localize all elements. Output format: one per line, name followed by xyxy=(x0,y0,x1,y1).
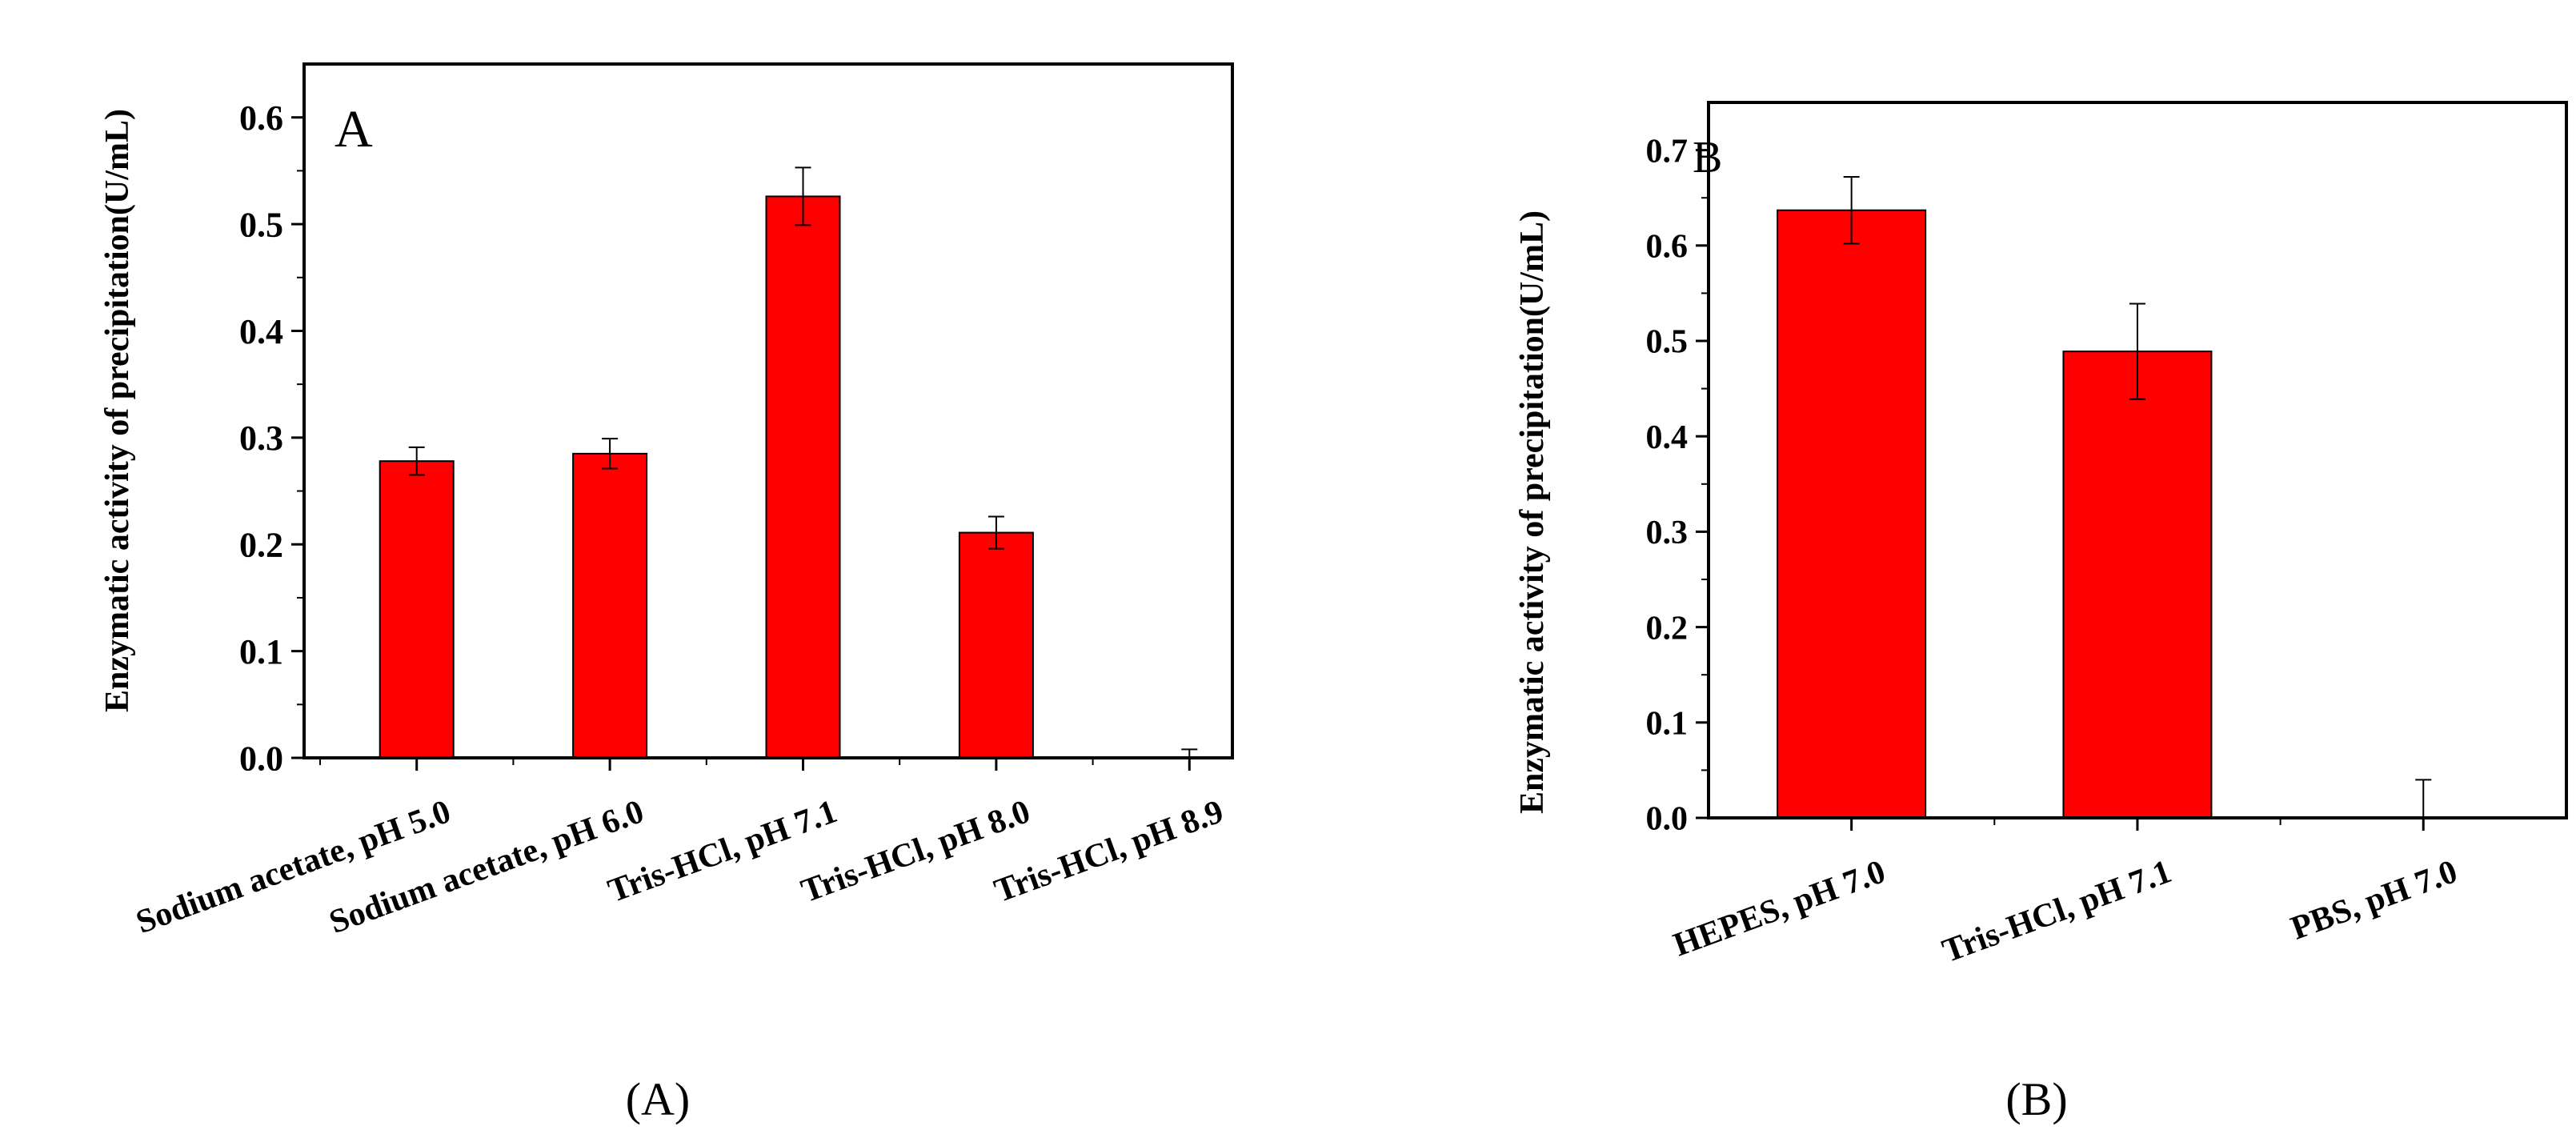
y-tick-label-4: 0.3 xyxy=(1646,515,1689,551)
bar-4 xyxy=(958,531,1034,759)
y-tick-label-1: 0.0 xyxy=(239,739,283,778)
x-tick-label-1: HEPES, pH 7.0 xyxy=(1669,853,1890,964)
x-tick-label-3: PBS, pH 7.0 xyxy=(2286,853,2462,947)
bar-3 xyxy=(765,195,841,759)
y-axis-title: Enzymatic activity of precipitation(U/mL… xyxy=(99,109,136,712)
y-axis-title: Enzymatic activity of precipitation(U/mL… xyxy=(1514,210,1551,814)
x-tick-label-2: Tris-HCl, pH 7.1 xyxy=(1938,853,2177,970)
panel-letter: A xyxy=(335,100,373,158)
panel-caption: (A) xyxy=(626,1073,691,1125)
plot-frame xyxy=(302,62,1234,759)
panel-letter: B xyxy=(1693,133,1722,182)
bar-2 xyxy=(572,452,648,759)
y-tick-label-1: 0.0 xyxy=(1646,801,1689,838)
panel-b-chart: HEPES, pH 7.0 Tris-HCl, pH 7.1 PBS, pH 7.0… xyxy=(1514,101,2568,1125)
panel-caption: (B) xyxy=(2005,1073,2067,1125)
y-tick-label-7: 0.6 xyxy=(239,98,283,138)
y-tick-label-4: 0.3 xyxy=(239,419,283,458)
y-tick-label-6: 0.5 xyxy=(239,205,283,244)
y-tick-label-2: 0.1 xyxy=(239,632,283,671)
y-tick-label-8: 0.7 xyxy=(1646,133,1689,170)
y-tick-label-3: 0.2 xyxy=(1646,610,1689,647)
plot-frame xyxy=(1707,101,2568,819)
bar-1 xyxy=(1777,209,1927,819)
y-tick-label-6: 0.5 xyxy=(1646,324,1689,361)
y-tick-label-2: 0.1 xyxy=(1646,706,1689,743)
y-tick-label-3: 0.2 xyxy=(239,526,283,565)
bar-2 xyxy=(2062,351,2213,819)
y-tick-label-7: 0.6 xyxy=(1646,229,1689,266)
bar-1 xyxy=(379,460,455,759)
x-tick-label-1: Sodium acetate, pH 5.0 xyxy=(131,793,455,941)
y-tick-label-5: 0.4 xyxy=(239,312,283,351)
x-tick-label-2: Sodium acetate, pH 6.0 xyxy=(325,793,649,941)
y-tick-label-5: 0.4 xyxy=(1646,419,1689,456)
